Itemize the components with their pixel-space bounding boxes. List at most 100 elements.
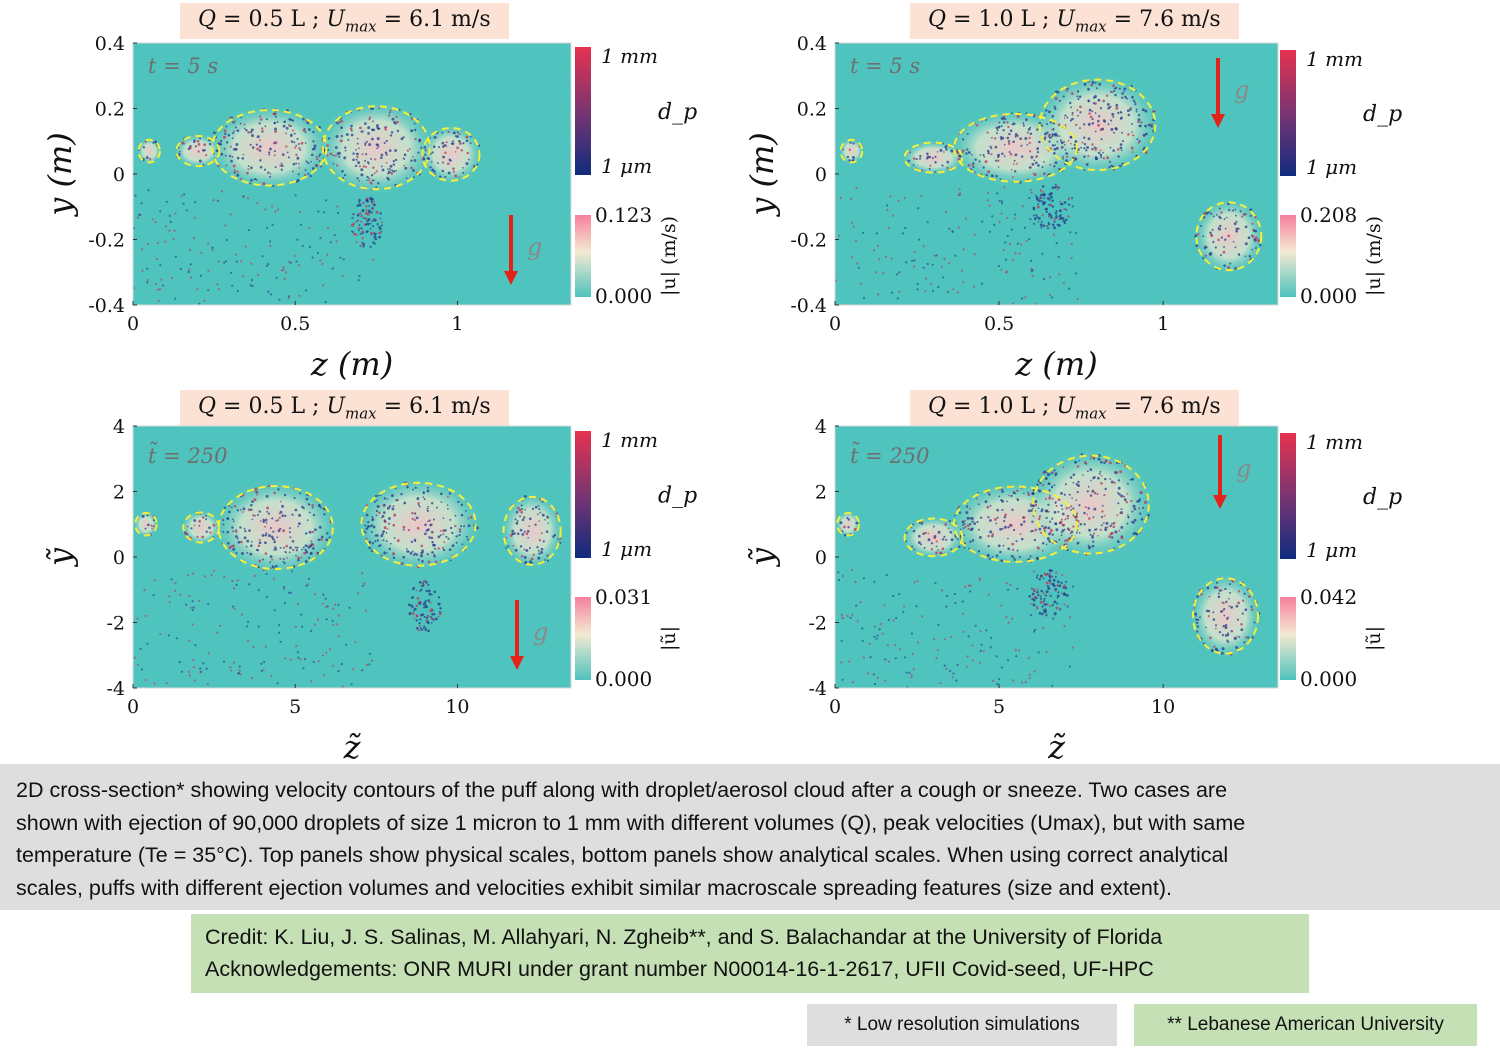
droplet	[361, 241, 364, 244]
settling-droplet	[324, 597, 327, 600]
droplet	[935, 545, 938, 548]
settling-droplet	[878, 628, 881, 631]
droplet	[416, 627, 418, 630]
droplet	[424, 523, 427, 527]
droplet	[301, 548, 303, 551]
velocity-colorbar-min-label: 0.000	[1300, 284, 1357, 308]
droplet	[285, 132, 287, 135]
droplet	[368, 546, 371, 550]
droplet	[1212, 215, 1215, 218]
settling-droplet	[334, 603, 337, 606]
droplet	[1099, 458, 1101, 461]
settling-droplet	[192, 606, 195, 609]
droplet	[250, 178, 253, 182]
droplet	[223, 506, 226, 509]
droplet	[1203, 212, 1207, 215]
droplet	[986, 149, 990, 153]
droplet	[366, 140, 369, 143]
puff-velocity-blob	[1188, 571, 1263, 661]
droplet	[1045, 109, 1048, 112]
puff-velocity-blob	[133, 510, 159, 538]
droplet	[245, 545, 248, 548]
droplet	[1152, 110, 1155, 113]
settling-droplet	[252, 645, 255, 648]
settling-droplet	[876, 244, 879, 247]
droplet	[1010, 524, 1013, 527]
droplet	[1067, 528, 1071, 532]
settling-droplet	[1033, 628, 1037, 631]
y-tick-label: 4	[113, 416, 125, 438]
droplet	[396, 539, 400, 543]
droplet	[1051, 135, 1054, 138]
droplet	[367, 524, 370, 528]
droplet	[1037, 221, 1040, 223]
dp-colorbar-min-label: 1 μm	[601, 537, 652, 561]
droplet	[963, 546, 966, 549]
droplet	[154, 140, 157, 144]
droplet	[1049, 594, 1052, 597]
settling-droplet	[187, 270, 190, 274]
droplet	[440, 492, 443, 496]
settling-droplet	[874, 271, 877, 274]
settling-droplet	[312, 660, 315, 663]
droplet	[1196, 595, 1199, 598]
settling-droplet	[249, 284, 252, 287]
settling-droplet	[854, 240, 858, 243]
settling-droplet	[850, 256, 853, 259]
droplet	[405, 177, 408, 179]
droplet	[1036, 198, 1039, 201]
settling-droplet	[326, 253, 329, 257]
droplet	[1040, 193, 1043, 197]
droplet	[380, 230, 383, 233]
droplet	[297, 173, 300, 176]
droplet	[364, 165, 367, 169]
droplet	[1026, 144, 1029, 146]
droplet	[440, 501, 443, 503]
droplet	[1051, 186, 1055, 190]
droplet	[249, 143, 252, 146]
droplet	[1137, 120, 1141, 124]
droplet	[369, 245, 372, 248]
droplet	[935, 540, 938, 543]
x-tick-label: 0	[829, 696, 841, 718]
droplet	[1035, 576, 1038, 579]
droplet	[423, 606, 426, 609]
droplet	[1240, 622, 1243, 626]
droplet	[1129, 478, 1132, 481]
droplet	[412, 488, 414, 491]
droplet	[1228, 597, 1230, 600]
settling-droplet	[916, 282, 919, 285]
droplet	[465, 510, 467, 512]
settling-droplet	[911, 259, 914, 262]
gravity-arrowhead	[510, 656, 524, 670]
droplet	[1030, 509, 1033, 512]
settling-droplet	[898, 271, 901, 274]
settling-droplet	[912, 668, 915, 671]
droplet	[1119, 146, 1123, 150]
droplet	[1141, 108, 1145, 112]
droplet	[369, 227, 372, 230]
droplet	[411, 612, 415, 615]
droplet	[316, 552, 320, 555]
settling-droplet	[961, 612, 965, 615]
droplet	[520, 504, 523, 507]
droplet	[441, 169, 445, 173]
settling-droplet	[1005, 582, 1008, 585]
settling-droplet	[969, 590, 972, 593]
settling-droplet	[1068, 665, 1071, 668]
settling-droplet	[289, 658, 292, 661]
droplet	[344, 174, 347, 177]
droplet	[366, 175, 369, 179]
droplet	[1003, 155, 1006, 157]
droplet	[1023, 520, 1026, 523]
droplet	[305, 160, 308, 163]
droplet	[1070, 509, 1073, 511]
droplet	[847, 518, 850, 521]
droplet	[1007, 140, 1011, 143]
caption-line-1: 2D cross-section* showing velocity conto…	[16, 778, 1228, 802]
droplet	[1217, 238, 1220, 242]
settling-droplet	[849, 616, 852, 619]
droplet	[467, 524, 471, 528]
